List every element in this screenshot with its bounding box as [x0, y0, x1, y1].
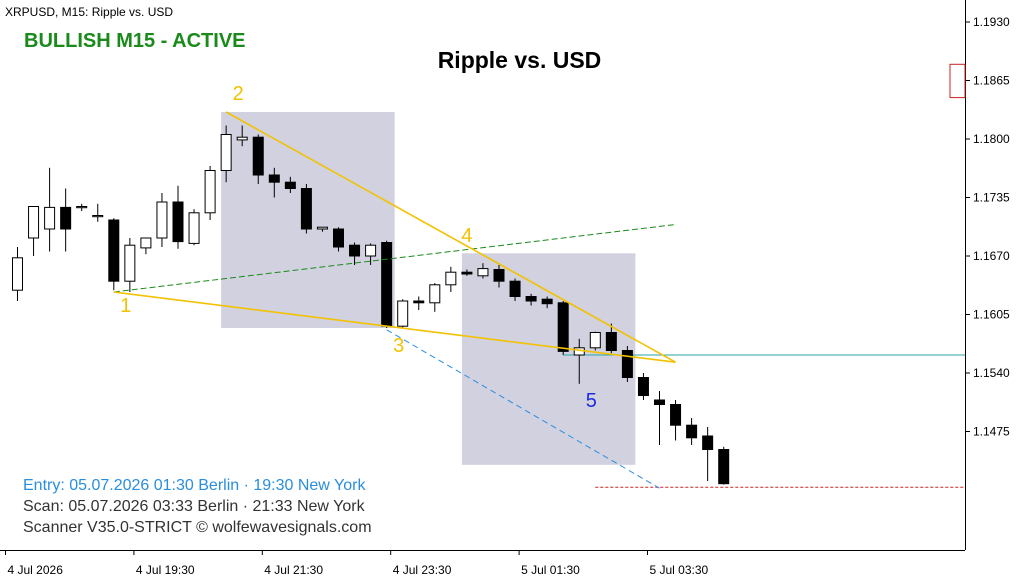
candle-bear	[541, 298, 553, 305]
candle-bear	[509, 280, 521, 298]
x-tick-label: 5 Jul 03:30	[650, 563, 709, 577]
x-tick-label: 4 Jul 21:30	[264, 563, 323, 577]
wolfe-point-3-label: 3	[393, 335, 404, 357]
candle-bear	[525, 296, 537, 302]
candle-bear	[60, 206, 72, 230]
wolfe-point-5-label: 5	[586, 390, 597, 412]
y-tick-label: 1.1605	[973, 308, 1010, 322]
candle-bull	[236, 136, 248, 141]
signal-status: BULLISH M15 - ACTIVE	[24, 30, 246, 52]
entry-info: Entry: 05.07.2026 01:30 Berlin · 19:30 N…	[23, 477, 366, 494]
candle-bear	[333, 228, 344, 248]
scanner-credit: Scanner V35.0-STRICT © wolfewavesignals.…	[23, 519, 372, 536]
candle-bear	[461, 271, 473, 275]
candle-bull	[365, 244, 377, 257]
candle-bull	[316, 226, 328, 230]
candle-bear	[686, 424, 698, 439]
y-tick-label: 1.1930	[973, 15, 1010, 29]
candle-bear	[654, 399, 665, 405]
candle-bear	[670, 404, 682, 426]
candle-bull	[397, 300, 409, 327]
candle-bear	[621, 350, 633, 378]
candle-bull	[445, 271, 457, 286]
wolfe-line-1-3	[113, 291, 676, 363]
candle-bear	[605, 332, 617, 351]
y-tick-label: 1.1865	[973, 74, 1010, 88]
x-tick-label: 4 Jul 23:30	[393, 563, 452, 577]
chart-title: Ripple vs. USD	[437, 47, 602, 73]
x-tick-label: 5 Jul 01:30	[521, 563, 580, 577]
y-tick-label: 1.1735	[973, 191, 1010, 205]
candle-bull	[92, 215, 104, 218]
x-tick-label: 4 Jul 2026	[8, 563, 64, 577]
candle-bull	[589, 332, 601, 349]
candle-bull	[76, 206, 88, 209]
candle-bull	[12, 257, 23, 291]
wolfe-point-4-label: 4	[461, 225, 472, 247]
scan-info: Scan: 05.07.2026 03:33 Berlin · 21:33 Ne…	[23, 498, 365, 515]
wolfe-zones	[221, 112, 636, 465]
candle-bear	[493, 269, 505, 282]
candle-bear	[413, 300, 425, 304]
y-tick-label: 1.1540	[973, 366, 1010, 380]
symbol-timeframe-label: XRPUSD, M15: Ripple vs. USD	[5, 5, 174, 19]
wolfe-point-1-label: 1	[120, 295, 131, 317]
wolfe-zone-2	[461, 253, 636, 465]
wolfe-point-2-label: 2	[233, 83, 244, 105]
candle-bear	[108, 219, 120, 282]
price-marker	[949, 63, 966, 99]
candle-bear	[718, 449, 730, 485]
candle-bear	[557, 302, 569, 352]
candle-bear	[284, 181, 296, 189]
candle-bear	[252, 136, 264, 176]
wolfe-point-labels: 1 2 3 4 5	[120, 83, 597, 412]
candle-bull	[156, 201, 168, 239]
candle-bear	[381, 242, 393, 327]
candle-bull	[204, 170, 216, 214]
candle-bull	[429, 284, 441, 304]
candle-bull	[188, 212, 200, 244]
candle-bull	[220, 134, 232, 171]
candle-bull	[140, 237, 152, 249]
candle-bear	[300, 188, 312, 230]
wolfe-line-2-4	[225, 111, 676, 363]
candles	[12, 125, 730, 485]
candle-bear	[349, 244, 361, 257]
candle-bear	[637, 377, 649, 396]
y-tick-label: 1.1670	[973, 249, 1010, 263]
candle-bull	[44, 206, 56, 230]
wolfe-line-3-projection	[386, 329, 660, 489]
candle-bull	[124, 244, 136, 282]
candle-bear	[172, 201, 184, 243]
wolfe-line-1-4	[113, 224, 676, 293]
x-tick-label: 4 Jul 19:30	[136, 563, 195, 577]
candle-bear	[702, 435, 714, 450]
axes: 1.1930 1.1865 1.1800 1.1735 1.1670 1.1605 1.15…	[0, 0, 1010, 577]
candle-bull	[477, 268, 489, 277]
y-tick-label: 1.1475	[973, 425, 1010, 439]
wolfe-lines	[113, 111, 676, 489]
candle-bull	[28, 206, 40, 239]
y-tick-label: 1.1800	[973, 132, 1010, 146]
candle-bear	[268, 174, 280, 183]
